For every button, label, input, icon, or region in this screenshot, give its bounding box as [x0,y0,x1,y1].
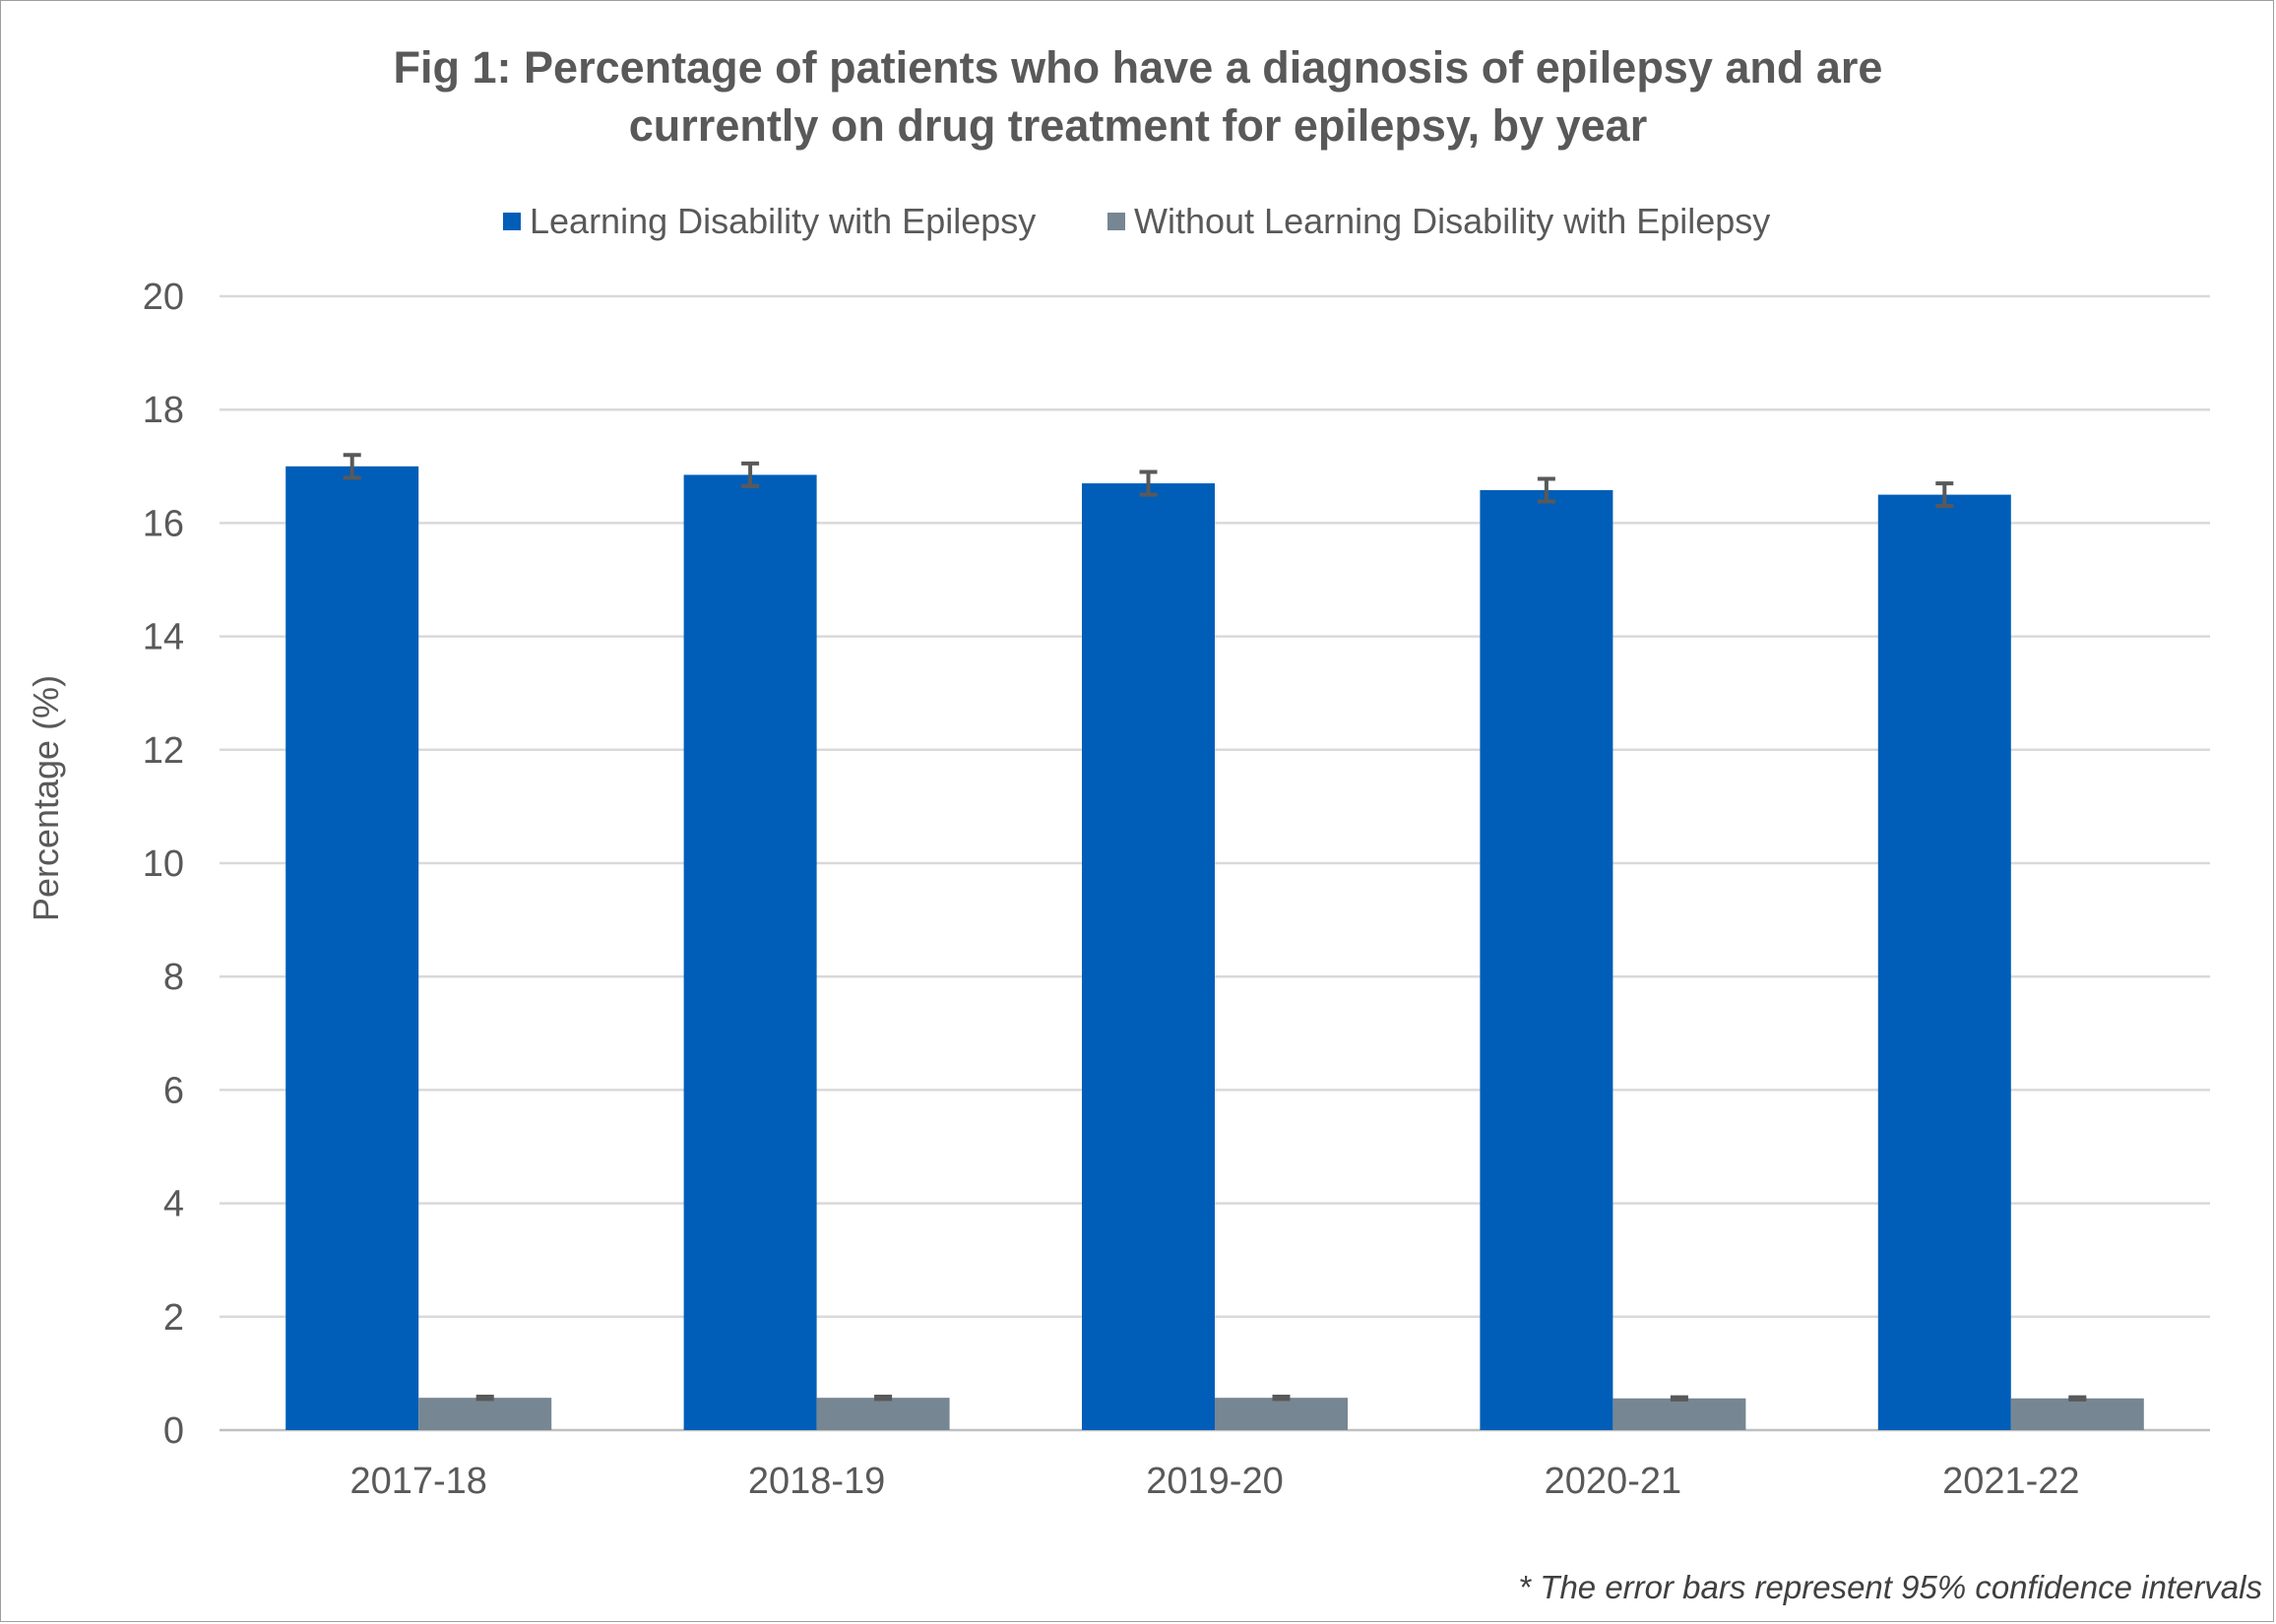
y-tick-label: 12 [143,730,184,772]
legend-swatch [1107,213,1125,230]
legend-item: Learning Disability with Epilepsy [503,201,1036,241]
y-tick-label: 16 [143,503,184,544]
legend-label: Without Learning Disability with Epileps… [1134,201,1770,241]
error-bar [475,1395,494,1402]
y-tick-label: 6 [163,1070,184,1111]
chart-title: Fig 1: Percentage of patients who have a… [394,42,1883,151]
chart-legend: Learning Disability with Epilepsy Without… [503,201,1770,241]
error-bar [2068,1395,2087,1402]
error-bar [874,1395,893,1402]
error-bar [1670,1395,1688,1402]
bars [285,466,2144,1431]
chart-footnote: * The error bars represent 95% confidenc… [1518,1569,2262,1605]
legend-swatch [503,213,521,230]
error-bar [741,461,760,488]
legend-label: Learning Disability with Epilepsy [530,201,1036,241]
y-tick-label: 14 [143,617,184,658]
y-tick-label: 18 [143,390,184,431]
x-axis-ticks: 2017-18 2018-19 2019-20 2020-21 2021-22 [349,1461,2079,1502]
chart-title-line-1: Fig 1: Percentage of patients who have a… [394,42,1883,93]
x-tick-label: 2017-18 [349,1461,486,1502]
y-tick-label: 4 [163,1184,184,1225]
error-bars [343,453,2087,1402]
bar-non-ld [418,1398,552,1430]
error-bar [1272,1395,1291,1402]
y-axis-ticks: 0 2 4 6 8 10 12 14 16 18 20 [143,277,184,1452]
x-tick-label: 2019-20 [1146,1461,1283,1502]
x-tick-label: 2020-21 [1545,1461,1681,1502]
x-tick-label: 2018-19 [748,1461,885,1502]
bar-non-ld [1612,1398,1746,1430]
bar-ld [683,474,817,1430]
bar-non-ld [1215,1398,1348,1430]
error-bar [1537,476,1555,504]
error-bar [1935,481,1954,509]
legend-item: Without Learning Disability with Epileps… [1107,201,1770,241]
bar-non-ld [2010,1398,2144,1430]
chart-title-line-2: currently on drug treatment for epilepsy… [629,100,1647,151]
y-axis-title: Percentage (%) [26,675,66,921]
y-tick-label: 10 [143,843,184,885]
x-tick-label: 2021-22 [1942,1461,2079,1502]
y-tick-label: 2 [163,1297,184,1339]
bar-ld [1877,494,2011,1431]
y-tick-label: 20 [143,277,184,318]
y-tick-label: 8 [163,957,184,998]
y-tick-label: 0 [163,1410,184,1452]
bar-non-ld [816,1398,950,1430]
error-bar [343,453,361,480]
error-bar [1139,469,1158,497]
bar-ld [1480,489,1613,1430]
bar-ld [285,466,419,1430]
bar-ld [1082,483,1215,1431]
